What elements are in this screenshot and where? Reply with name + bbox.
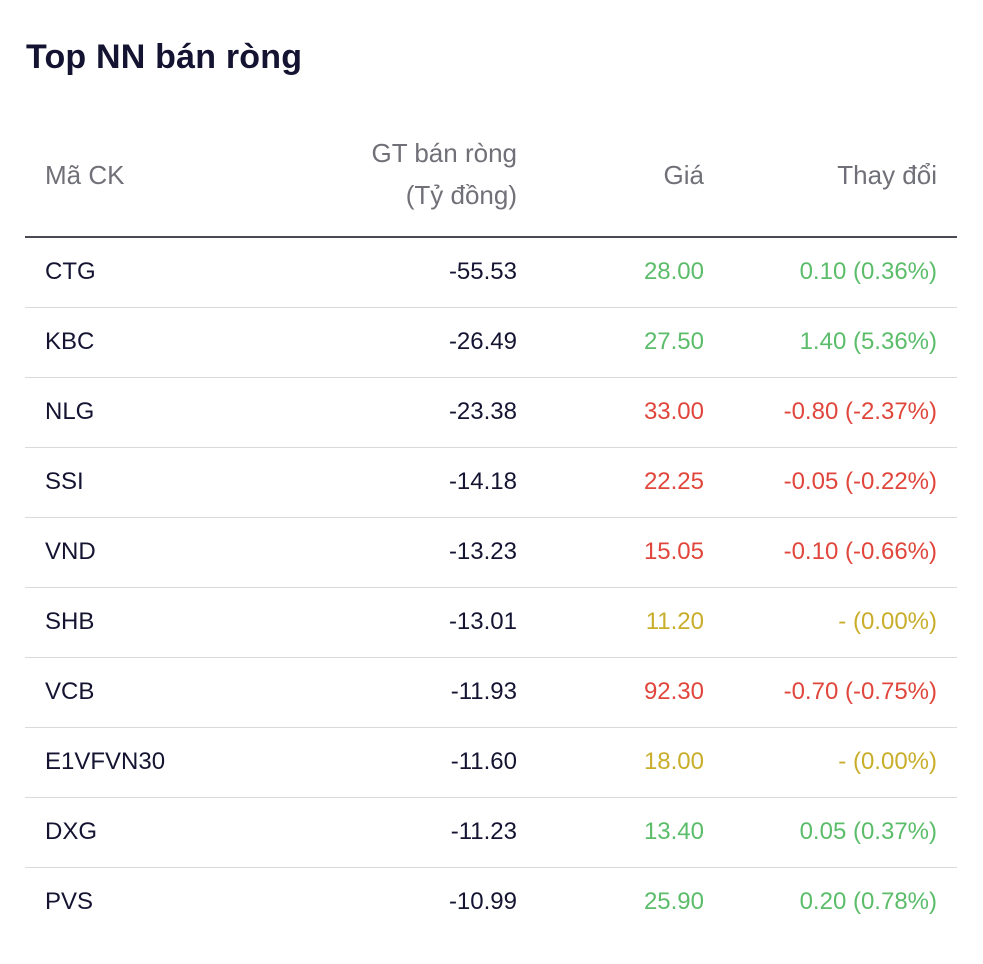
price-value: 92.30 (643, 678, 704, 705)
stock-code[interactable]: NLG (45, 398, 95, 425)
stock-code[interactable]: E1VFVN30 (45, 748, 166, 775)
change-value: 0.10 (0.36%) (799, 258, 937, 285)
table-row[interactable]: SSI -14.18 22.25 -0.05 (-0.22%) (25, 448, 957, 518)
stock-code[interactable]: KBC (45, 328, 95, 355)
net-sell-value: -11.93 (450, 678, 517, 705)
change-value: 0.05 (0.37%) (799, 818, 937, 845)
stock-code[interactable]: DXG (45, 818, 98, 845)
price-value: 18.00 (643, 748, 704, 775)
price-value: 11.20 (645, 608, 704, 635)
column-header-price: Giá (663, 160, 704, 190)
change-value: - (0.00%) (838, 608, 937, 635)
change-value: -0.05 (-0.22%) (783, 468, 937, 495)
column-header-net-sell-value-line1: GT bán ròng (371, 138, 517, 168)
table-row[interactable]: VND -13.23 15.05 -0.10 (-0.66%) (25, 518, 957, 588)
table-header: Mã CK GT bán ròng (Tỷ đồng) Giá Thay đổi (25, 118, 957, 238)
net-sell-value: -11.60 (450, 748, 517, 775)
change-value: -0.80 (-2.37%) (783, 398, 937, 425)
price-value: 25.90 (643, 888, 704, 915)
stock-code[interactable]: SSI (45, 468, 84, 495)
price-value: 22.25 (643, 468, 704, 495)
net-sell-value: -14.18 (448, 468, 517, 495)
price-value: 15.05 (643, 538, 704, 565)
change-value: - (0.00%) (838, 748, 937, 775)
net-sell-value: -11.23 (450, 818, 517, 845)
change-value: -0.70 (-0.75%) (783, 678, 937, 705)
price-value: 13.40 (643, 818, 704, 845)
stock-code[interactable]: PVS (45, 888, 94, 915)
table-row[interactable]: SHB -13.01 11.20 - (0.00%) (25, 588, 957, 658)
change-value: 1.40 (5.36%) (799, 328, 937, 355)
change-value: -0.10 (-0.66%) (783, 538, 937, 565)
stock-code[interactable]: VND (45, 538, 96, 565)
table-row[interactable]: CTG -55.53 28.00 0.10 (0.36%) (25, 238, 957, 308)
table-row[interactable]: DXG -11.23 13.40 0.05 (0.37%) (25, 798, 957, 868)
table-row[interactable]: PVS -10.99 25.90 0.20 (0.78%) (25, 868, 957, 937)
net-sell-table: Mã CK GT bán ròng (Tỷ đồng) Giá Thay đổi… (25, 118, 957, 937)
table-row[interactable]: E1VFVN30 -11.60 18.00 - (0.00%) (25, 728, 957, 798)
net-sell-value: -55.53 (448, 258, 517, 285)
column-header-net-sell-value-line2: (Tỷ đồng) (405, 180, 517, 210)
column-header-net-sell-value: GT bán ròng (Tỷ đồng) (371, 132, 517, 216)
price-value: 28.00 (643, 258, 704, 285)
column-header-code: Mã CK (45, 160, 125, 190)
table-row[interactable]: KBC -26.49 27.50 1.40 (5.36%) (25, 308, 957, 378)
price-value: 33.00 (643, 398, 704, 425)
stock-code[interactable]: CTG (45, 258, 96, 285)
net-sell-value: -13.23 (448, 538, 517, 565)
widget-title: Top NN bán ròng (26, 38, 303, 76)
table-body: CTG -55.53 28.00 0.10 (0.36%) KBC -26.49 27.50… (25, 238, 957, 937)
table-row[interactable]: NLG -23.38 33.00 -0.80 (-2.37%) (25, 378, 957, 448)
stock-code[interactable]: VCB (45, 678, 95, 705)
price-value: 27.50 (643, 328, 704, 355)
table-row[interactable]: VCB -11.93 92.30 -0.70 (-0.75%) (25, 658, 957, 728)
net-sell-value: -13.01 (448, 608, 517, 635)
net-sell-value: -10.99 (448, 888, 517, 915)
change-value: 0.20 (0.78%) (799, 888, 937, 915)
net-sell-value: -23.38 (448, 398, 517, 425)
stock-code[interactable]: SHB (45, 608, 95, 635)
column-header-change: Thay đổi (837, 160, 937, 190)
net-sell-value: -26.49 (448, 328, 517, 355)
